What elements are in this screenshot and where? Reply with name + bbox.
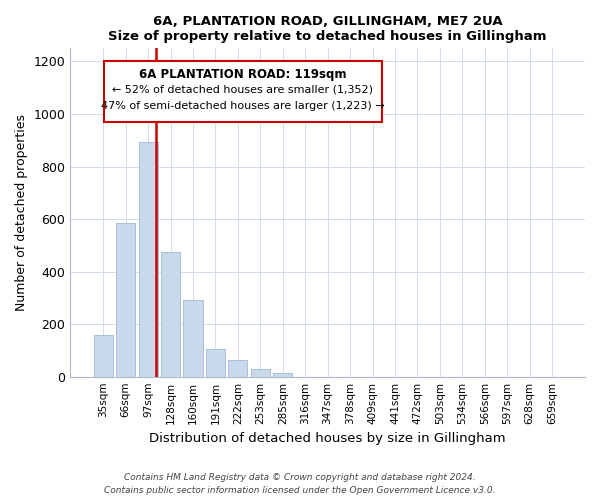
Title: 6A, PLANTATION ROAD, GILLINGHAM, ME7 2UA
Size of property relative to detached h: 6A, PLANTATION ROAD, GILLINGHAM, ME7 2UA… [109, 15, 547, 43]
FancyBboxPatch shape [104, 62, 382, 122]
Bar [251, 370, 270, 376]
Bar [206, 349, 225, 376]
Text: ← 52% of detached houses are smaller (1,352): ← 52% of detached houses are smaller (1,… [112, 84, 373, 94]
Text: Contains HM Land Registry data © Crown copyright and database right 2024.
Contai: Contains HM Land Registry data © Crown c… [104, 473, 496, 495]
Bar [94, 336, 113, 376]
Bar [161, 252, 180, 376]
Text: 47% of semi-detached houses are larger (1,223) →: 47% of semi-detached houses are larger (… [101, 101, 385, 111]
Bar [229, 360, 247, 376]
Bar [273, 372, 292, 376]
X-axis label: Distribution of detached houses by size in Gillingham: Distribution of detached houses by size … [149, 432, 506, 445]
Bar [139, 142, 158, 376]
Bar [116, 223, 135, 376]
Bar [184, 300, 203, 376]
Y-axis label: Number of detached properties: Number of detached properties [15, 114, 28, 311]
Text: 6A PLANTATION ROAD: 119sqm: 6A PLANTATION ROAD: 119sqm [139, 68, 346, 81]
